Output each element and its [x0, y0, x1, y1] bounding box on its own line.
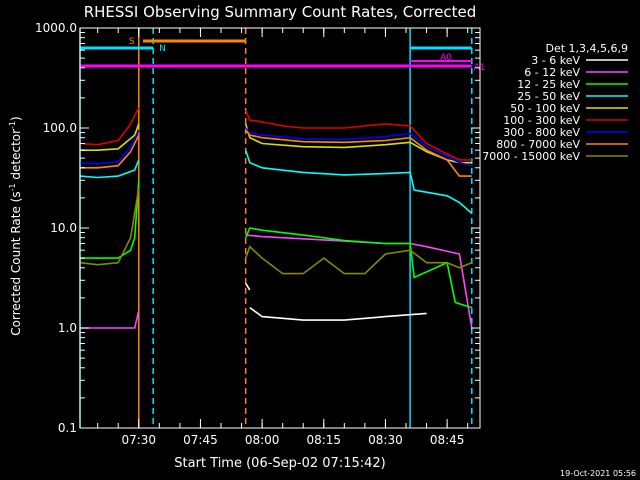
legend-entry-label: 6 - 12 keV [524, 66, 580, 79]
legend-entry-label: 12 - 25 keV [517, 78, 580, 91]
legend-entry-label: 25 - 50 keV [517, 90, 580, 103]
series-line [245, 282, 251, 291]
series-layer [79, 107, 473, 329]
night-label: N [159, 44, 166, 54]
series-line [244, 149, 473, 215]
series-line [249, 306, 427, 321]
series-line [245, 127, 472, 167]
y-tick-label: 10.0 [50, 221, 77, 235]
series-line [80, 123, 140, 151]
x-tick-label: 08:45 [430, 433, 465, 447]
y-tick-label: 0.1 [58, 421, 77, 435]
series-line [245, 129, 472, 177]
x-axis: 07:30 07:45 08:00 08:15 08:30 08:45 [97, 28, 469, 447]
series-line [80, 134, 140, 169]
series-line [80, 310, 140, 329]
legend-entry-label: 3 - 6 keV [531, 54, 580, 67]
series-line [244, 110, 472, 161]
x-tick-label: 08:15 [306, 433, 341, 447]
series-line [244, 227, 473, 309]
x-tick-label: 07:30 [121, 433, 156, 447]
legend-entry-label: 300 - 800 keV [503, 126, 580, 139]
chart-title: RHESSI Observing Summary Count Rates, Co… [84, 3, 477, 21]
legend-title: Det 1,3,4,5,6,9 [545, 42, 628, 55]
series-line [79, 159, 140, 179]
legend-entry-label: 7000 - 15000 keV [482, 150, 580, 163]
x-axis-label: Start Time (06-Sep-02 07:15:42) [174, 456, 385, 471]
y-axis: 0.1 1.0 10.0 100.0 1000.0 [35, 21, 480, 435]
y-tick-label: 100.0 [43, 121, 77, 135]
legend-entry-label: 800 - 7000 keV [496, 138, 580, 151]
series-line [79, 188, 140, 266]
saa-label: S [129, 37, 135, 47]
series-line [79, 107, 140, 146]
x-tick-label: 08:30 [368, 433, 403, 447]
series-line [244, 123, 472, 164]
a0-label: A0 [440, 53, 452, 63]
x-tick-label: 07:45 [183, 433, 218, 447]
y-tick-label: 1000.0 [35, 21, 77, 35]
x-tick-label: 08:00 [245, 433, 280, 447]
legend-entry-label: 100 - 300 keV [503, 114, 580, 127]
series-line [244, 245, 473, 275]
y-tick-label: 1.0 [58, 321, 77, 335]
series-line [79, 129, 140, 165]
y-axis-label: Corrected Count Rate (s-1 detector-1) [8, 116, 23, 335]
series-line [80, 180, 140, 259]
legend-entry-label: 50 - 100 keV [510, 102, 580, 115]
timestamp: 19-Oct-2021 05:56 [560, 469, 636, 478]
